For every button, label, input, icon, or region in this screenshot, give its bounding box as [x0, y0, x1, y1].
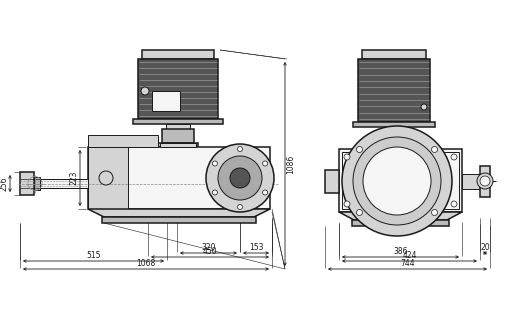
Bar: [138, 59, 218, 119]
Bar: [375, 146, 413, 149]
Text: 20: 20: [480, 243, 490, 251]
Circle shape: [238, 146, 242, 152]
Text: 744: 744: [400, 258, 415, 268]
Text: 1086: 1086: [287, 154, 295, 174]
Circle shape: [99, 171, 113, 185]
Circle shape: [212, 190, 217, 195]
Text: 153: 153: [249, 243, 263, 251]
Bar: [166, 124, 190, 129]
Bar: [40, 179, 88, 188]
Circle shape: [344, 154, 350, 160]
Circle shape: [353, 137, 441, 225]
Bar: [133, 119, 223, 124]
Bar: [352, 220, 449, 226]
Circle shape: [238, 204, 242, 210]
Circle shape: [451, 201, 457, 207]
Text: 320: 320: [201, 243, 216, 251]
Bar: [383, 127, 405, 132]
Bar: [462, 174, 480, 189]
Circle shape: [344, 201, 350, 207]
Bar: [325, 170, 339, 193]
Text: 515: 515: [86, 250, 101, 260]
Bar: [480, 166, 490, 197]
Circle shape: [218, 156, 262, 200]
Circle shape: [263, 190, 268, 195]
Polygon shape: [88, 209, 270, 217]
Circle shape: [206, 144, 274, 212]
Text: 386: 386: [393, 247, 408, 256]
Circle shape: [451, 154, 457, 160]
Bar: [152, 91, 180, 111]
Circle shape: [141, 87, 149, 95]
Circle shape: [357, 210, 362, 216]
Polygon shape: [339, 212, 462, 220]
Text: 1068: 1068: [136, 258, 155, 268]
Bar: [20, 172, 34, 195]
Bar: [379, 132, 409, 146]
Bar: [353, 122, 435, 127]
Bar: [342, 152, 459, 209]
Circle shape: [480, 176, 490, 186]
Bar: [160, 143, 196, 147]
Bar: [339, 149, 462, 212]
Text: 424: 424: [402, 250, 417, 260]
Circle shape: [363, 147, 431, 215]
Circle shape: [477, 173, 493, 189]
Circle shape: [432, 146, 437, 152]
Circle shape: [342, 126, 452, 236]
Polygon shape: [88, 135, 158, 147]
Bar: [102, 217, 256, 223]
Bar: [34, 177, 40, 190]
Bar: [88, 147, 128, 209]
Text: 223: 223: [70, 171, 79, 185]
Circle shape: [230, 168, 250, 188]
Text: 450: 450: [203, 247, 217, 256]
Bar: [158, 143, 198, 147]
Bar: [142, 50, 214, 59]
Bar: [88, 147, 270, 209]
Bar: [362, 50, 426, 59]
Circle shape: [357, 146, 362, 152]
Bar: [358, 59, 430, 122]
Circle shape: [432, 210, 437, 216]
Circle shape: [263, 161, 268, 166]
Bar: [162, 129, 194, 143]
Text: 256: 256: [0, 176, 8, 191]
Circle shape: [421, 104, 427, 110]
Circle shape: [212, 161, 217, 166]
